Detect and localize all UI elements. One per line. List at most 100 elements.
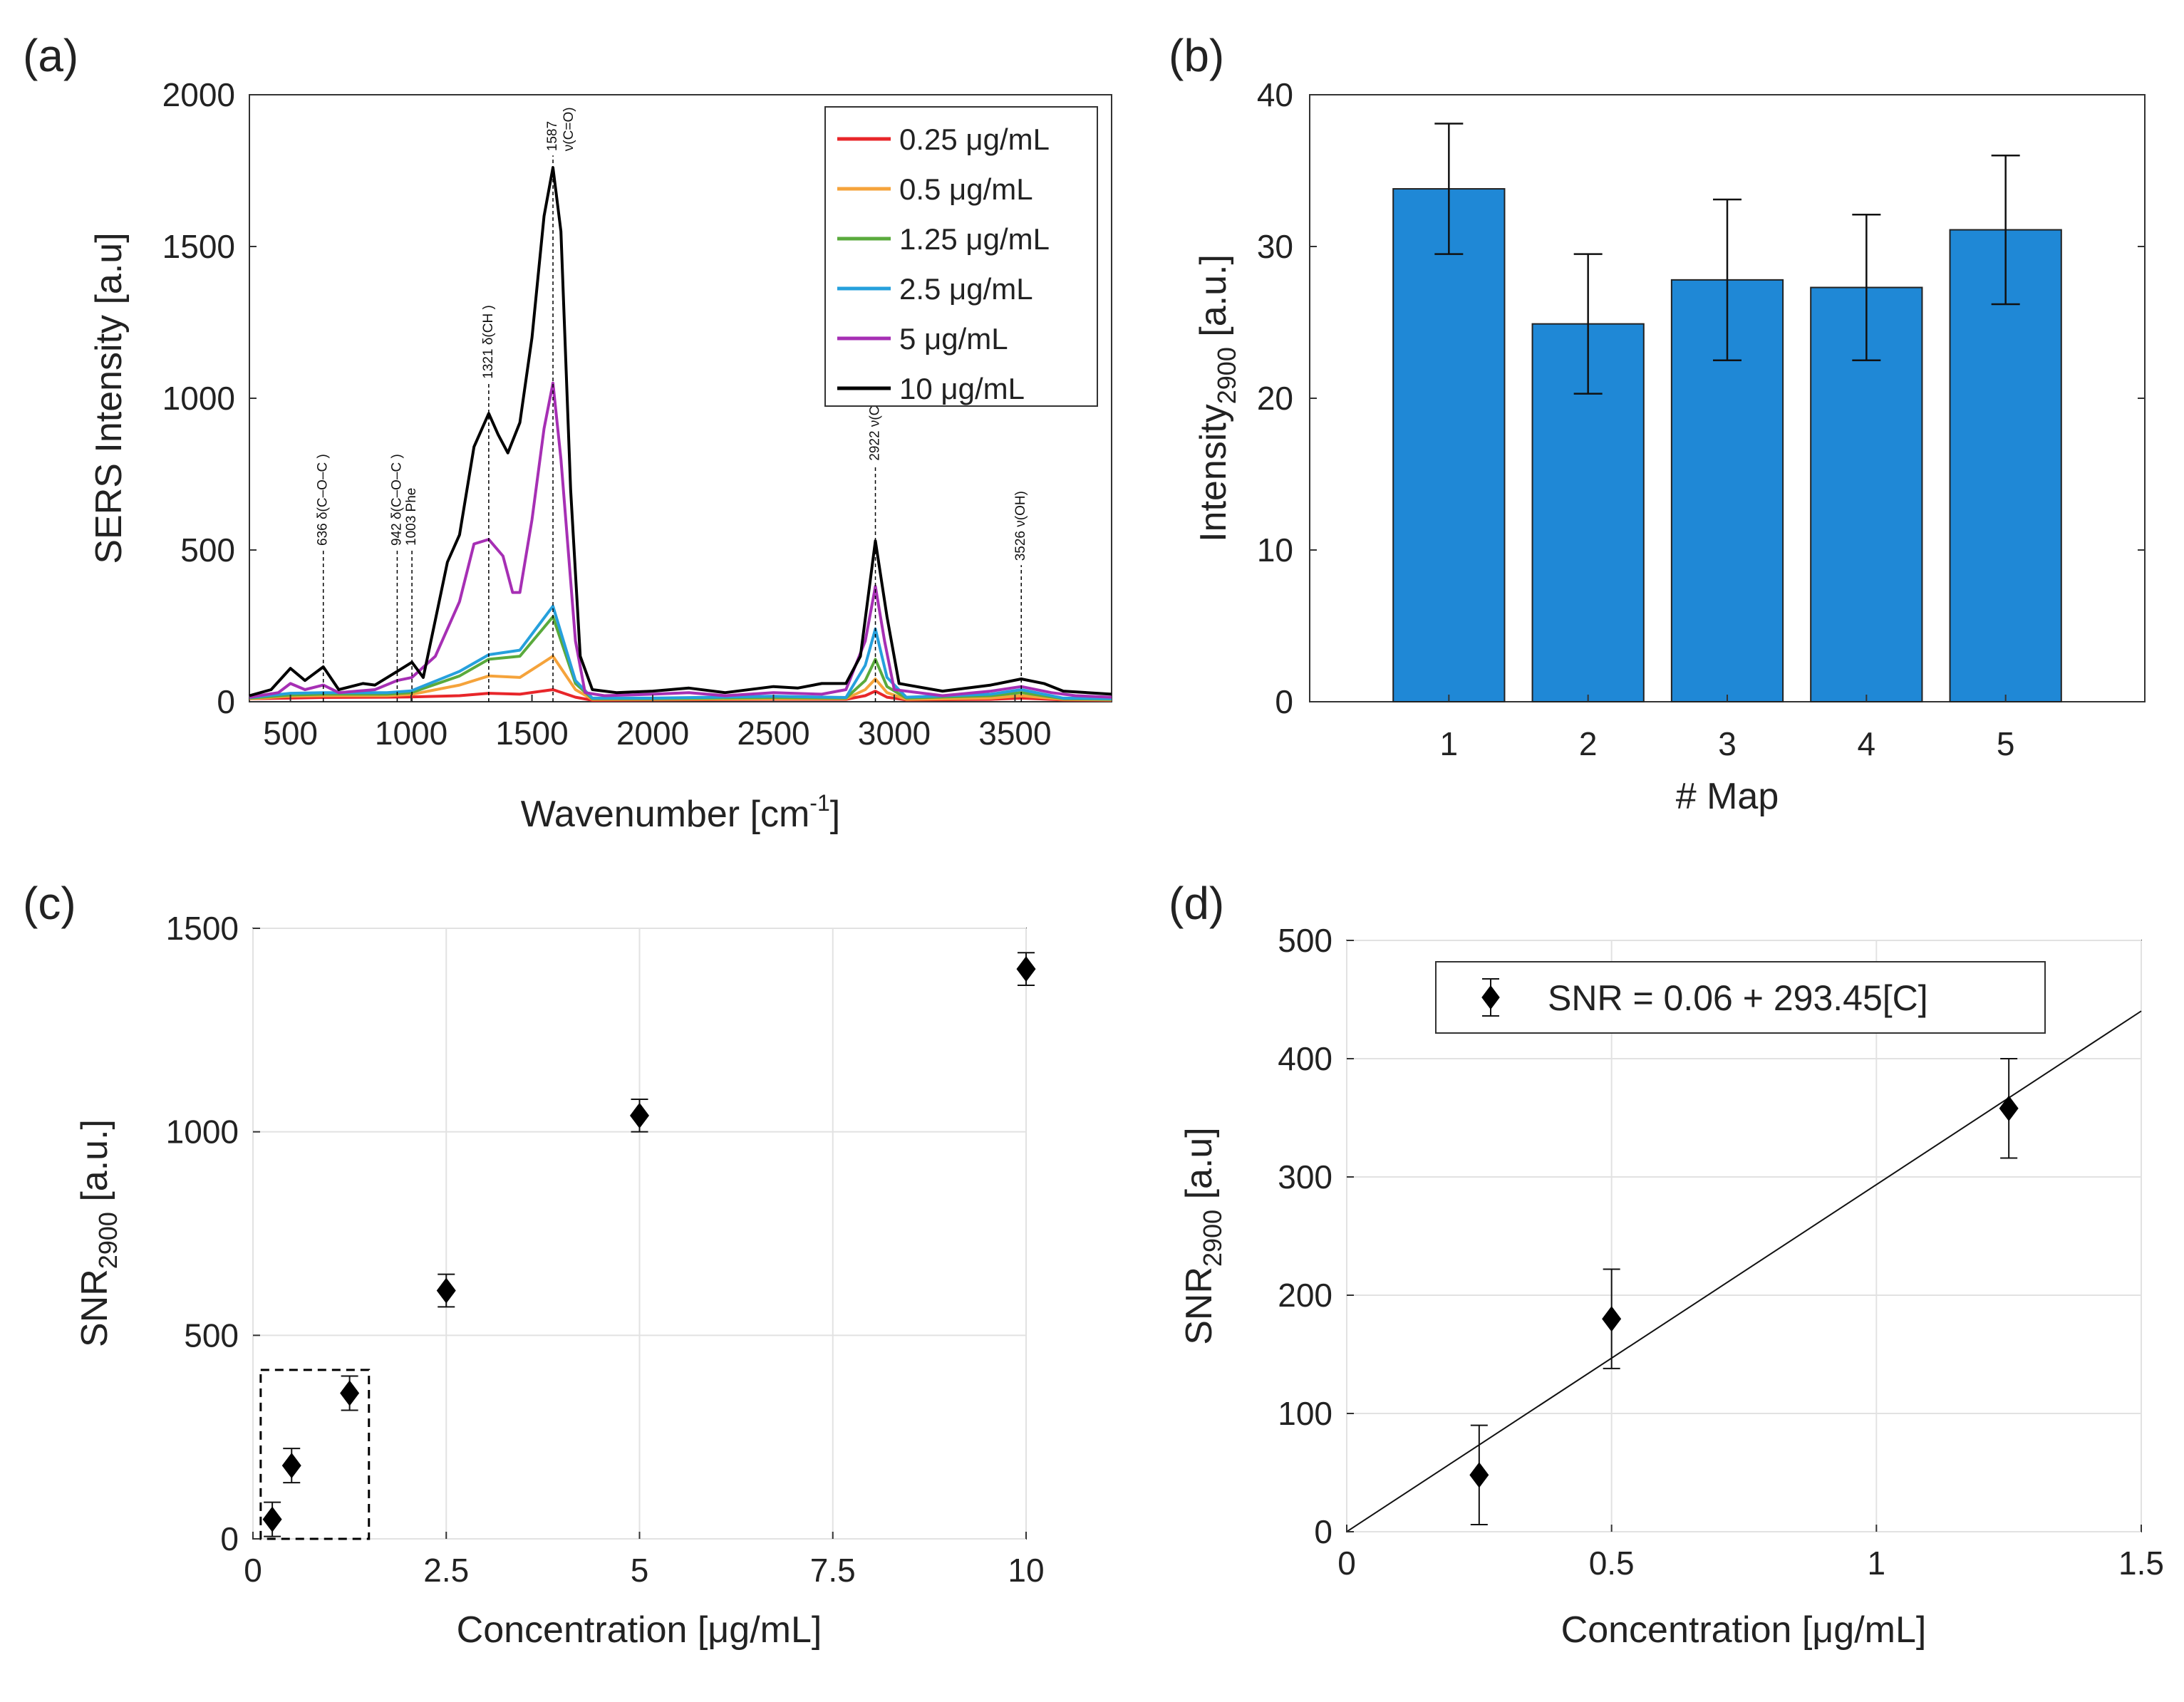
panel-d-points [1469, 1058, 2019, 1526]
panel-b-x-tick-label: 3 [1718, 725, 1737, 762]
panel-b-y-tick-label: 20 [1257, 380, 1293, 417]
panel-d-y-tick-label: 400 [1278, 1040, 1332, 1077]
panel-a-series-line [249, 166, 1112, 697]
panel-a-y-tick-label: 0 [217, 683, 235, 720]
panel-d-data-point [1999, 1095, 2019, 1121]
panel-d-x-tick-label: 1 [1868, 1545, 1886, 1582]
panel-d-x-tick-label: 0 [1337, 1545, 1356, 1582]
panel-b-x-tick-label: 1 [1440, 725, 1459, 762]
panel-c-data-point [436, 1277, 456, 1304]
panel-a-y-tick-label: 1500 [162, 228, 235, 265]
panel-c-y-tick-label: 1500 [166, 910, 239, 947]
panel-b-y-ticks: 0 10 20 30 40 [1257, 76, 2145, 720]
panel-a-legend-label: 5 μg/mL [899, 322, 1008, 356]
panel-c-x-tick-label: 2.5 [423, 1552, 469, 1589]
panel-d-data-point [1602, 1306, 1622, 1332]
panel-d-y-tick-label: 500 [1278, 922, 1332, 959]
panel-c-x-tick-label: 7.5 [810, 1552, 856, 1589]
panel-b-bar [1949, 229, 2062, 702]
panel-d-y-axis-label: SNR2900 [a.u] [1179, 1127, 1227, 1345]
panel-a-peak-label: ν(C=O) [561, 107, 576, 151]
panel-a-y-tick-label: 500 [180, 531, 235, 569]
panel-c-y-tick-label: 1000 [166, 1114, 239, 1151]
panel-b-x-tick-label: 2 [1579, 725, 1598, 762]
panel-a-legend: 0.25 μg/mL 0.5 μg/mL 1.25 μg/mL 2.5 μg/mL 5 … [824, 106, 1098, 407]
panel-a-legend-label: 0.25 μg/mL [899, 123, 1050, 156]
panel-a-peak-label: 942 δ(C–O–C ) [389, 454, 404, 546]
panel-a-y-tick-label: 1000 [162, 380, 235, 417]
panel-c-y-tick-label: 500 [184, 1317, 239, 1354]
panel-c-data-point [340, 1380, 360, 1406]
panel-a-x-tick-label: 1500 [495, 715, 568, 752]
panel-c-x-tick-label: 5 [631, 1552, 649, 1589]
panel-a-x-tick-label: 2500 [737, 715, 809, 752]
panel-b-bar-chart: (b) 1 2 3 4 5 0 10 20 30 40 # Map Intensity2900 … [1169, 30, 2146, 817]
panel-d-y-tick-label: 200 [1278, 1277, 1332, 1314]
panel-a-legend-label: 0.5 μg/mL [899, 172, 1033, 206]
panel-a-peak-label: 3526 ν(OH) [1013, 491, 1028, 561]
panel-a-legend-label: 2.5 μg/mL [899, 272, 1033, 306]
panel-c-x-ticks: 0 2.5 5 7.5 10 [244, 1532, 1045, 1589]
panel-c-x-tick-label: 10 [1008, 1552, 1044, 1589]
panel-c-y-tick-label: 0 [220, 1520, 239, 1557]
panel-a-label: (a) [23, 30, 78, 81]
panel-a-y-ticks: 0 500 1000 1500 2000 [162, 76, 257, 720]
panel-a-x-tick-label: 500 [263, 715, 318, 752]
panel-b-y-tick-label: 10 [1257, 531, 1293, 569]
panel-a-x-axis-label: Wavenumber [cm-1] [521, 790, 840, 835]
panel-a-spectra: (a) 636 δ(C–O–C ) 942 δ(C–O–C ) 1003 Phe 13… [23, 30, 1112, 835]
panel-d-linear-fit: (d) 0 0.5 1 1.5 0 100 200 300 400 500 SNR = 0.06… [1169, 878, 2164, 1651]
panel-d-legend-marker [1481, 985, 1500, 1010]
panel-c-data-point [1016, 956, 1036, 982]
panel-d-x-tick-label: 1.5 [2118, 1545, 2164, 1582]
panel-c-y-axis-label: SNR2900 [a.u.] [74, 1119, 123, 1347]
panel-a-peak-label: 1003 Phe [404, 488, 419, 546]
panel-d-grid [1346, 940, 2142, 1532]
panel-c-data-point [281, 1453, 301, 1479]
panel-c-inset-box [259, 1369, 371, 1540]
panel-c-x-tick-label: 0 [244, 1552, 262, 1589]
panel-a-peak-label: 1321 δ(CH ) [481, 305, 496, 379]
panel-d-legend-text: SNR = 0.06 + 293.45[C] [1548, 978, 1928, 1018]
panel-c-y-ticks: 0 500 1000 1500 [166, 910, 260, 1557]
panel-d-legend-box [1435, 961, 2046, 1034]
panel-a-x-ticks: 500 1000 1500 2000 2500 3000 3500 [263, 695, 1052, 752]
panel-b-bars [1392, 123, 2062, 702]
panel-c-x-axis-label: Concentration [μg/mL] [457, 1609, 822, 1651]
panel-b-y-axis-label: Intensity2900 [a.u.] [1193, 254, 1241, 542]
panel-a-legend-box [824, 106, 1098, 407]
panel-c-scatter: (c) 0 2.5 5 7.5 10 0 500 1000 1500 Concentratio… [23, 878, 1045, 1651]
panel-b-x-ticks: 1 2 3 4 5 [1440, 695, 2015, 762]
panel-d-x-tick-label: 0.5 [1589, 1545, 1635, 1582]
panel-a-peak-label: 1587 [545, 121, 560, 151]
panel-d-y-tick-label: 300 [1278, 1158, 1332, 1195]
panel-a-peak-label: 636 δ(C–O–C ) [316, 454, 331, 546]
panel-a-legend-label: 1.25 μg/mL [899, 222, 1050, 256]
panel-b-label: (b) [1169, 30, 1224, 81]
panel-b-y-tick-label: 0 [1275, 683, 1293, 720]
panel-b-bar [1392, 188, 1506, 702]
panel-d-y-tick-label: 0 [1314, 1513, 1332, 1550]
panel-d-y-ticks: 0 100 200 300 400 500 [1278, 922, 1354, 1550]
panel-b-x-axis-label: # Map [1676, 776, 1779, 817]
panel-d-y-tick-label: 100 [1278, 1395, 1332, 1432]
panel-a-x-tick-label: 3000 [858, 715, 931, 752]
panel-d-x-axis-label: Concentration [μg/mL] [1561, 1609, 1927, 1651]
panel-a-x-tick-label: 2000 [616, 715, 689, 752]
panel-b-y-tick-label: 30 [1257, 228, 1293, 265]
panel-d-data-point [1469, 1462, 1489, 1488]
panel-a-x-tick-label: 1000 [375, 715, 447, 752]
panel-b-x-tick-label: 5 [1997, 725, 2015, 762]
panel-a-y-tick-label: 2000 [162, 76, 235, 113]
panel-b-x-tick-label: 4 [1858, 725, 1876, 762]
panel-d-legend: SNR = 0.06 + 293.45[C] [1435, 961, 2046, 1034]
panel-a-series-line [249, 381, 1112, 699]
panel-c-label: (c) [23, 878, 76, 929]
panel-d-label: (d) [1169, 878, 1224, 929]
panel-b-y-tick-label: 40 [1257, 76, 1293, 113]
panel-c-data-point [630, 1102, 649, 1128]
panel-a-series-lines [249, 166, 1112, 702]
panel-a-legend-label: 10 μg/mL [899, 372, 1025, 405]
panel-a-x-tick-label: 3500 [978, 715, 1051, 752]
